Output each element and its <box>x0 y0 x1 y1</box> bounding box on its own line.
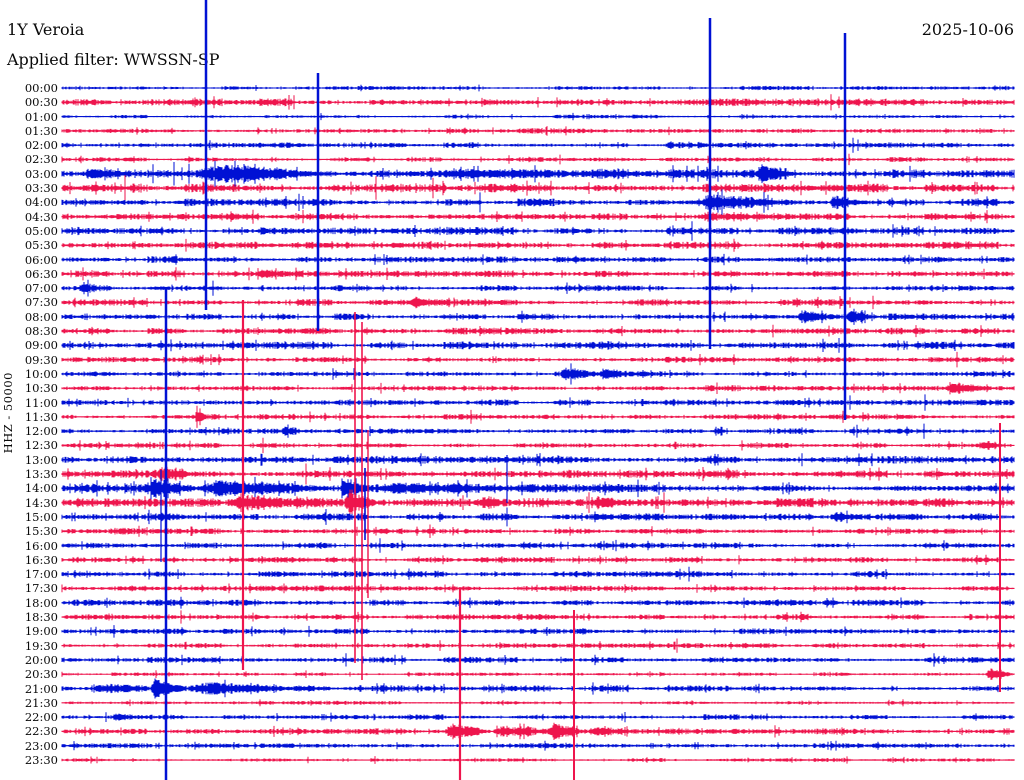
time-label: 07:30 <box>24 295 58 310</box>
time-label: 09:00 <box>24 338 58 353</box>
time-label: 06:00 <box>24 252 58 267</box>
time-label: 02:30 <box>24 152 58 167</box>
time-label: 13:30 <box>24 467 58 482</box>
time-label: 23:30 <box>24 753 58 767</box>
time-label: 23:00 <box>24 738 58 753</box>
trace-row <box>61 221 1015 241</box>
trace-row <box>61 566 1015 582</box>
trace-row <box>61 476 1015 500</box>
trace-row <box>61 338 1015 353</box>
applied-filter-label: Applied filter: WWSSN-SP <box>7 50 220 69</box>
trace-row <box>61 175 1015 201</box>
time-label: 07:00 <box>24 281 58 296</box>
trace-row <box>61 153 1015 166</box>
time-label: 02:00 <box>24 138 58 153</box>
time-label: 11:30 <box>24 409 58 424</box>
trace-row <box>61 351 1015 368</box>
time-axis: 00:00 00:30 01:00 01:30 02:00 02:30 03:00 03:30… <box>0 0 58 780</box>
time-label: 22:00 <box>24 710 58 725</box>
trace-row <box>61 668 1015 680</box>
time-label: 20:30 <box>24 667 58 682</box>
station-title: 1Y Veroia <box>7 20 85 39</box>
trace-row <box>61 324 1015 338</box>
time-label: 08:00 <box>24 309 58 324</box>
time-label: 00:00 <box>24 81 58 95</box>
trace-row <box>61 363 1015 385</box>
trace-row <box>61 423 1015 439</box>
time-label: 04:30 <box>24 209 58 224</box>
trace-row <box>61 538 1015 553</box>
time-label: 03:30 <box>24 181 58 196</box>
time-label: 19:00 <box>24 624 58 639</box>
trace-row <box>61 238 1015 252</box>
trace-row <box>61 112 1015 121</box>
time-label: 11:00 <box>24 395 58 410</box>
trace-row <box>61 712 1015 723</box>
trace-row <box>61 405 1015 428</box>
trace-row <box>61 453 1015 467</box>
trace-row <box>61 308 1015 325</box>
time-label: 04:00 <box>24 195 58 210</box>
trace-row <box>61 160 1015 187</box>
trace-row <box>61 740 1015 751</box>
time-label: 14:30 <box>24 495 58 510</box>
trace-row <box>61 638 1015 653</box>
trace-row <box>61 84 1015 92</box>
trace-row <box>61 394 1015 411</box>
time-label: 12:00 <box>24 424 58 439</box>
time-label: 22:30 <box>24 724 58 739</box>
time-label: 13:00 <box>24 452 58 467</box>
trace-row <box>61 524 1015 538</box>
time-label: 00:30 <box>24 95 58 110</box>
trace-row <box>61 382 1015 395</box>
time-label: 21:30 <box>24 695 58 710</box>
time-label: 20:00 <box>24 652 58 667</box>
time-label: 10:00 <box>24 366 58 381</box>
time-label: 08:30 <box>24 324 58 339</box>
trace-row <box>61 722 1015 740</box>
date-label: 2025-10-06 <box>921 20 1014 39</box>
trace-row <box>61 507 1015 527</box>
trace-row <box>61 596 1015 609</box>
trace-row <box>61 756 1015 764</box>
time-label: 14:00 <box>24 481 58 496</box>
trace-row <box>61 267 1015 281</box>
trace-row <box>61 253 1015 266</box>
time-label: 15:30 <box>24 524 58 539</box>
trace-row <box>61 437 1015 454</box>
time-label: 16:00 <box>24 538 58 553</box>
time-label: 19:30 <box>24 638 58 653</box>
trace-row <box>61 94 1015 111</box>
trace-row <box>61 189 1015 216</box>
trace-row <box>61 699 1015 707</box>
time-label: 03:00 <box>24 166 58 181</box>
trace-row <box>61 137 1015 153</box>
trace-row <box>61 653 1015 667</box>
time-label: 16:30 <box>24 552 58 567</box>
time-label: 21:00 <box>24 681 58 696</box>
trace-row <box>61 554 1015 565</box>
time-label: 18:00 <box>24 595 58 610</box>
time-label: 18:30 <box>24 610 58 625</box>
time-label: 17:30 <box>24 581 58 596</box>
trace-row <box>61 209 1015 224</box>
time-label: 01:00 <box>24 109 58 124</box>
time-label: 17:00 <box>24 567 58 582</box>
trace-row <box>61 126 1015 136</box>
time-label: 09:30 <box>24 352 58 367</box>
time-label: 05:00 <box>24 223 58 238</box>
trace-row <box>61 610 1015 624</box>
time-label: 10:30 <box>24 381 58 396</box>
time-label: 06:30 <box>24 266 58 281</box>
time-label: 12:30 <box>24 438 58 453</box>
trace-row <box>61 583 1015 594</box>
time-label: 15:00 <box>24 509 58 524</box>
trace-row <box>61 678 1015 699</box>
trace-row <box>61 625 1015 638</box>
time-label: 01:30 <box>24 123 58 138</box>
time-label: 05:30 <box>24 238 58 253</box>
